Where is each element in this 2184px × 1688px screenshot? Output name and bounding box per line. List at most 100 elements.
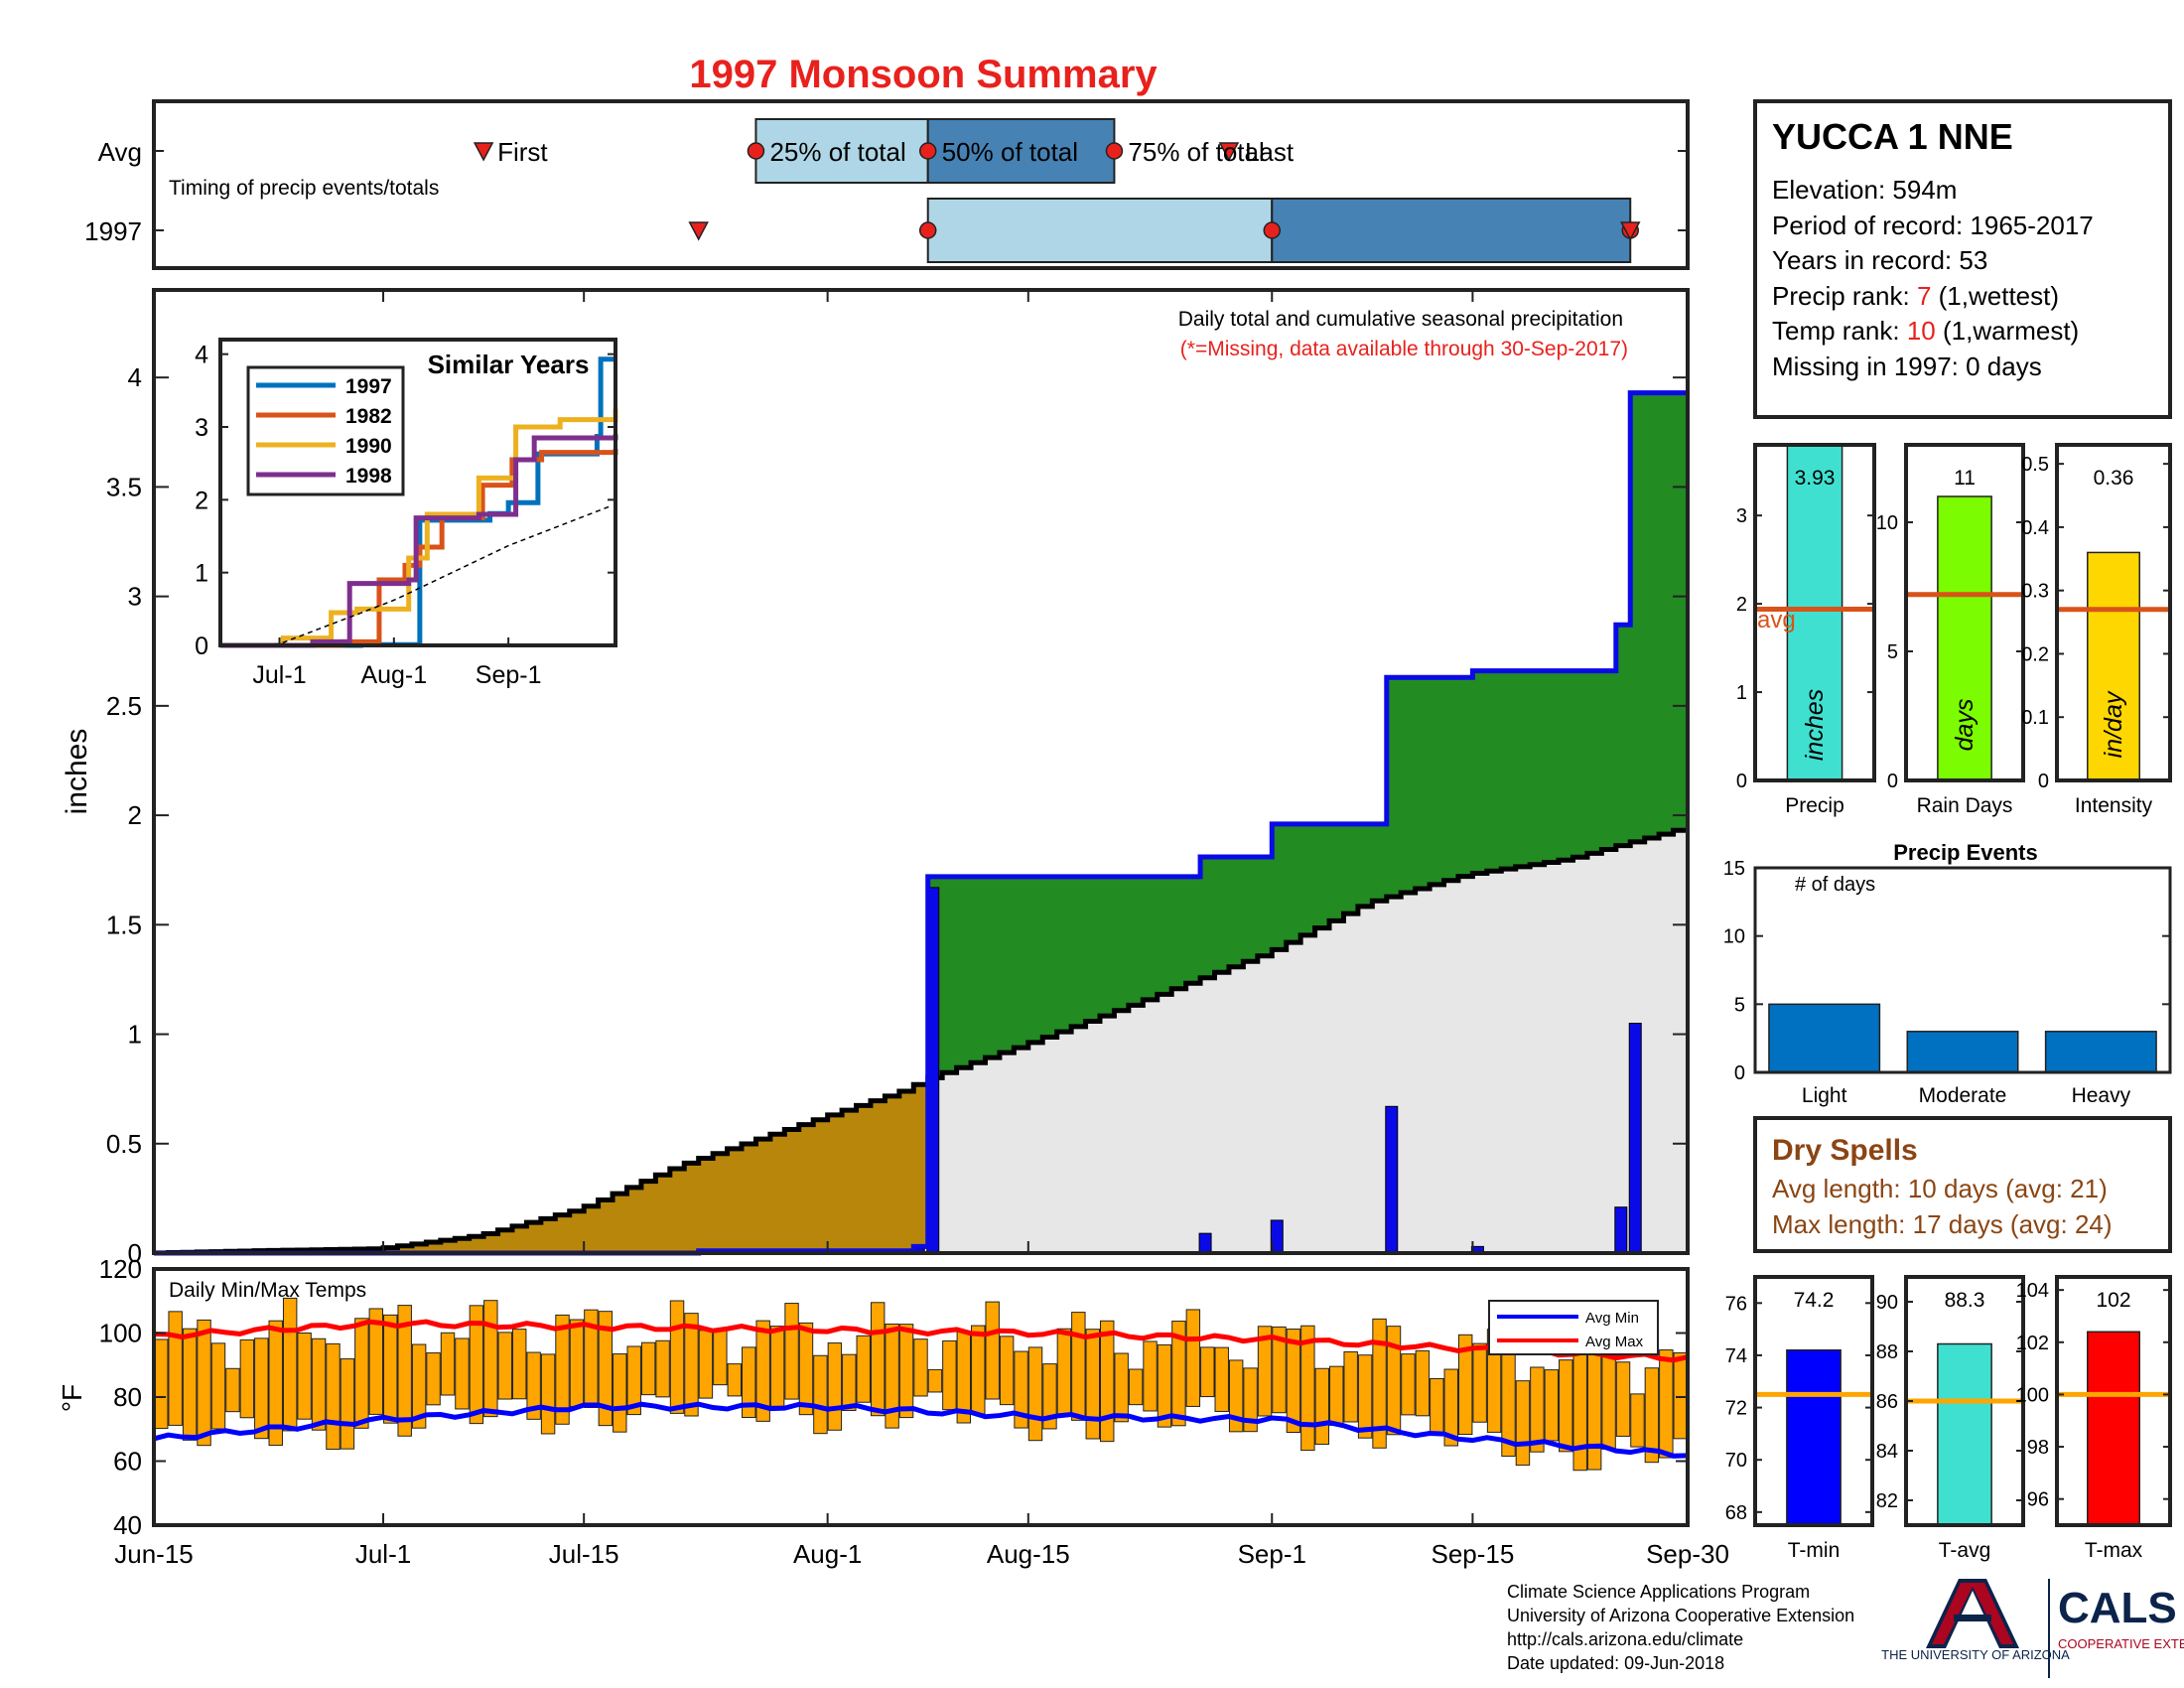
daily-temp-bar xyxy=(598,1311,614,1427)
daily-temp-bar xyxy=(354,1318,369,1429)
daily-temp-bar xyxy=(326,1342,341,1451)
ua-logo-text: THE UNIVERSITY OF ARIZONA xyxy=(1881,1647,2070,1662)
date-tick-label: Jul-15 xyxy=(549,1539,619,1569)
daily-temp-bar xyxy=(397,1305,412,1437)
daily-temp-bar xyxy=(1515,1380,1531,1467)
stat-value-precip: 3.93 xyxy=(1795,467,1836,490)
daily-temp-bar xyxy=(942,1339,957,1411)
daily-temp-bar xyxy=(526,1351,541,1420)
daily-temp-bar xyxy=(898,1324,914,1419)
stat-ytick-label: 1 xyxy=(1736,682,1747,704)
stat-bar-raindays xyxy=(1937,495,1992,781)
tstat-ytick-label: 70 xyxy=(1725,1450,1747,1472)
avg-max-line xyxy=(153,1319,1689,1363)
stat-label-raindays: Rain Days xyxy=(1917,794,2013,817)
daily-temp-bar xyxy=(239,1338,255,1419)
daily-temp-bar xyxy=(1027,1346,1043,1442)
daily-temp-bar xyxy=(999,1336,1015,1406)
footer-url: http://cals.arizona.edu/climate xyxy=(1507,1629,1743,1649)
daily-temp-bar xyxy=(1644,1367,1660,1464)
daily-temp-bar xyxy=(1314,1367,1330,1445)
tstat-ytick-label: 84 xyxy=(1876,1441,1898,1463)
precip-note: Daily total and cumulative seasonal prec… xyxy=(1178,308,1623,331)
below-average-fill xyxy=(154,1084,928,1253)
daily-temp-bar xyxy=(297,1333,312,1420)
inset-legend-label-1990: 1990 xyxy=(345,435,392,458)
stat-ytick-label: 0 xyxy=(2038,771,2049,792)
stat-ytick-label: 0.4 xyxy=(2021,517,2049,539)
date-tick-label: Jul-1 xyxy=(355,1539,411,1569)
daily-temp-bar xyxy=(626,1345,641,1416)
timing-frame xyxy=(152,99,1690,270)
daily-temp-bar xyxy=(210,1342,226,1430)
precip-ytick-label: 1.5 xyxy=(106,910,142,939)
events-category-label: Heavy xyxy=(2072,1084,2131,1107)
timing-subtitle: Timing of precip events/totals xyxy=(169,177,439,200)
stat-label-precip: Precip xyxy=(1785,794,1844,817)
footer-line-2: University of Arizona Cooperative Extens… xyxy=(1507,1606,1854,1625)
timing-avg-q25-marker xyxy=(747,142,765,160)
dry-spells-avg: Avg length: 10 days (avg: 21) xyxy=(1772,1174,2108,1203)
events-category-label: Moderate xyxy=(1919,1084,2007,1107)
temps-legend: Avg Min Avg Max xyxy=(1488,1300,1659,1355)
stat-ytick-label: 2 xyxy=(1736,594,1747,616)
daily-temp-bar xyxy=(1544,1369,1560,1442)
daily-precip-bar xyxy=(1385,1105,1399,1254)
temps-panel: 40 60 80 100 120 Daily Min/Max Temps °F Avg … xyxy=(57,1254,1690,1540)
daily-temp-bar xyxy=(1286,1329,1301,1434)
daily-temp-bar xyxy=(784,1303,799,1400)
inset-xtick-label: Jul-1 xyxy=(252,661,306,689)
temperature-stats: 68 70 72 74 76 74.2 T-min 82 84 86 88 90 88.3 T-avg 96… xyxy=(1725,1275,2172,1562)
daily-temp-bar xyxy=(1042,1363,1057,1430)
events-bar-heavy xyxy=(2044,1031,2157,1073)
avg-cumulative-fill xyxy=(927,830,1688,1253)
stat-ytick-label: 0.1 xyxy=(2021,707,2049,729)
season-stats: 0 1 2 3 3.93 inches Precip 0 5 10 11 days Rain Days 0… xyxy=(1736,443,2172,817)
legend-avg-min-label: Avg Min xyxy=(1585,1310,1639,1327)
tstat-ytick-label: 98 xyxy=(2027,1437,2049,1459)
inset-ytick-label: 2 xyxy=(195,487,208,514)
daily-temp-bar xyxy=(168,1311,183,1426)
daily-temp-bar xyxy=(640,1341,656,1396)
daily-temp-bar xyxy=(927,1368,943,1393)
precip-ytick-label: 2 xyxy=(128,800,142,830)
avg-cumulative-line xyxy=(154,827,1688,1256)
footer-date: Date updated: 09-Jun-2018 xyxy=(1507,1653,1724,1673)
precip-ytick-label: 0.5 xyxy=(106,1129,142,1159)
precip-panel: 0 0.5 1 1.5 2 2.5 3 3.5 4 inches Daily total and… xyxy=(61,288,1690,1268)
stat-unit-intensity: in/day xyxy=(2100,690,2127,758)
daily-precip-bar xyxy=(1628,1023,1642,1254)
inset-line-1982 xyxy=(220,449,618,648)
daily-temp-bar xyxy=(483,1300,498,1418)
events-ylabel: # of days xyxy=(1795,874,1875,896)
daily-temp-bar xyxy=(1343,1350,1358,1423)
events-bar-moderate xyxy=(1906,1031,2019,1073)
tstat-ytick-label: 68 xyxy=(1725,1502,1747,1524)
legend-avg-max-label: Avg Max xyxy=(1585,1334,1644,1350)
daily-temp-bar xyxy=(282,1297,298,1432)
tstat-ytick-label: 100 xyxy=(2016,1384,2049,1406)
daily-temp-bar xyxy=(1085,1329,1100,1440)
tstat-ytick-label: 76 xyxy=(1725,1293,1747,1315)
daily-temp-bar xyxy=(684,1313,699,1417)
daily-temp-bar xyxy=(669,1300,685,1414)
daily-temp-bar xyxy=(1457,1334,1473,1436)
timing-1997-first-marker xyxy=(688,221,709,241)
tstat-frame-tmin xyxy=(1753,1275,1874,1527)
inset-ytick-label: 3 xyxy=(195,414,208,442)
daily-temp-bar xyxy=(698,1330,714,1399)
tstat-ytick-label: 104 xyxy=(2016,1280,2049,1302)
timing-1997-last-marker xyxy=(1619,221,1641,241)
tstat-frame-tmax xyxy=(2055,1275,2172,1527)
daily-temp-bar xyxy=(655,1339,670,1398)
station-temp-rank: Temp rank: 10 (1,warmest) xyxy=(1772,316,2079,346)
daily-temp-bar xyxy=(511,1329,527,1400)
inset-xtick-label: Aug-1 xyxy=(360,661,427,689)
daily-temp-bar xyxy=(368,1308,384,1415)
tstat-label-tmin: T-min xyxy=(1788,1539,1841,1562)
tstat-ytick-label: 102 xyxy=(2016,1333,2049,1354)
tstat-value-tmax: 102 xyxy=(2096,1289,2130,1312)
footer-credits: Climate Science Applications Program Uni… xyxy=(1507,1582,1854,1673)
timing-1997-box-upper xyxy=(1271,198,1632,263)
station-name: YUCCA 1 NNE xyxy=(1772,116,2013,157)
